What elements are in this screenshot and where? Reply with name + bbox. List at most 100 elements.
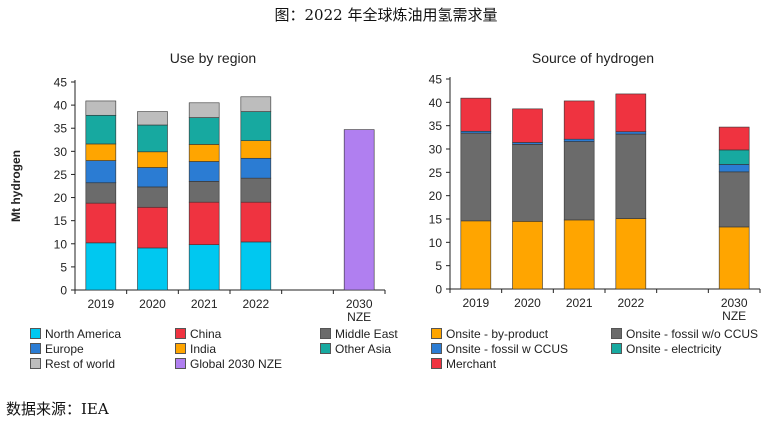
source-x-tick-label-line: 2030 <box>721 296 748 310</box>
region-bar-2021-rest-of-world <box>188 102 220 118</box>
region-y-tick-label: 15 <box>54 214 68 228</box>
source-legend-item-onsite-electricity: Onsite - electricity <box>611 342 721 356</box>
region-bar-2022-other-asia <box>240 111 272 142</box>
source-legend-swatch <box>431 328 442 339</box>
source-y-tick-label: 40 <box>429 96 443 110</box>
source-bar-2030-nze-onsite-fossil-w-ccus <box>718 164 750 173</box>
region-bar-2020-india <box>137 151 168 168</box>
region-legend-swatch <box>320 343 331 354</box>
source-bar-2021-merchant <box>563 100 595 140</box>
region-legend-item-global-2030-nze: Global 2030 NZE <box>175 357 282 371</box>
region-bar-2022-north-america <box>240 241 272 291</box>
source-y-tick-label: 0 <box>435 283 442 297</box>
region-bar-2020-other-asia <box>137 124 168 153</box>
region-legend-swatch <box>30 358 41 369</box>
region-legend-item-india: India <box>175 342 216 356</box>
region-legend-swatch <box>175 328 186 339</box>
region-bar-2021-middle-east <box>188 181 220 203</box>
source-y-tick-label: 45 <box>429 73 443 87</box>
source-legend-label: Onsite - fossil w/o CCUS <box>626 327 759 341</box>
region-bar-2022-europe <box>240 157 272 179</box>
region-legend-label: Rest of world <box>45 357 116 371</box>
source-y-tick-label: 35 <box>429 119 443 133</box>
source-bar-2020-onsite-fossil-w-o-ccus <box>512 144 543 222</box>
source-chart-title: Source of hydrogen <box>532 50 654 66</box>
source-legend-label: Onsite - electricity <box>626 342 722 356</box>
region-y-tick-label: 45 <box>54 76 68 90</box>
source-bar-2021-onsite-fossil-w-o-ccus <box>563 141 595 221</box>
region-legend-label: Other Asia <box>335 342 392 356</box>
source-legend-swatch <box>431 358 442 369</box>
region-bar-2021-china <box>188 201 220 246</box>
region-bar-2020-north-america <box>137 247 168 291</box>
region-y-tick-label: 10 <box>54 237 68 251</box>
region-bar-2022-china <box>240 201 272 243</box>
source-legend-swatch <box>611 343 622 354</box>
source-legend-item-onsite-fossil-w-o-ccus: Onsite - fossil w/o CCUS <box>611 327 758 341</box>
charts-canvas: Use by region Mt hydrogen 0 5 10 15 20 25 30 35 40… <box>9 50 761 324</box>
region-bar-2022-india <box>240 140 272 159</box>
region-legend-label: Middle East <box>335 327 398 341</box>
region-y-tick-label: 25 <box>54 168 68 182</box>
source-bar-2021-onsite-fossil-w-ccus <box>563 138 595 142</box>
region-legend-item-rest-of-world: Rest of world <box>30 357 115 371</box>
source-x-tick-label: 2020 <box>514 296 541 310</box>
source-bar-2019-onsite-by-product <box>460 220 492 290</box>
region-legend-item-other-asia: Other Asia <box>320 342 391 356</box>
region-bar-2020-rest-of-world <box>137 111 168 126</box>
region-x-tick-label-line: 2021 <box>191 297 218 311</box>
source-legend-label: Onsite - fossil w CCUS <box>446 342 569 356</box>
figure-title: 图：2022 年全球炼油用氢需求量 <box>274 6 498 24</box>
source-bar-2019-merchant <box>460 97 492 132</box>
region-x-tick-label: 2020 <box>139 297 166 311</box>
region-x-tick-label: 2019 <box>87 297 114 311</box>
region-legend-swatch <box>30 328 41 339</box>
region-legend-swatch <box>30 343 41 354</box>
source-x-tick-label: 2022 <box>617 296 644 310</box>
region-legend-label: Global 2030 NZE <box>190 357 283 371</box>
source-bar-2030-nze-onsite-fossil-w-o-ccus <box>718 171 750 228</box>
region-y-tick-label: 30 <box>54 145 68 159</box>
source-x-tick-label: 2030 NZE <box>721 296 748 323</box>
source-y-tick-label: 5 <box>435 259 442 273</box>
source-y-tick-label: 25 <box>429 166 443 180</box>
region-bar-2030-nze-global-2030-nze <box>343 129 375 291</box>
source-bar-2019-onsite-fossil-w-o-ccus <box>460 132 492 222</box>
region-legend-item-north-america: North America <box>30 327 121 341</box>
region-bar-2019-other-asia <box>85 114 117 145</box>
region-y-tick-label: 20 <box>54 191 68 205</box>
source-y-tick-label: 20 <box>429 189 443 203</box>
source-bar-2020-merchant <box>512 108 543 143</box>
source-legend-swatch <box>611 328 622 339</box>
source-y-tick-label: 30 <box>429 143 443 157</box>
region-legend-swatch <box>320 328 331 339</box>
region-bar-2019-north-america <box>85 242 117 291</box>
region-bar-2019-china <box>85 202 117 244</box>
source-legend-item-onsite-by-product: Onsite - by-product <box>431 327 548 341</box>
region-bar-2021-europe <box>188 161 220 182</box>
source-x-tick-label-line: 2022 <box>617 296 644 310</box>
source-bar-2022-onsite-fossil-w-ccus <box>615 131 647 135</box>
region-x-tick-label-line: NZE <box>347 310 371 324</box>
source-x-tick-label-line: NZE <box>722 309 746 323</box>
source-bar-2022-onsite-fossil-w-o-ccus <box>615 133 647 219</box>
region-legend-item-europe: Europe <box>30 342 84 356</box>
source-bar-2030-nze-onsite-by-product <box>718 226 750 290</box>
region-bar-2019-europe <box>85 160 117 184</box>
source-bar-2030-nze-merchant <box>718 126 750 151</box>
source-x-tick-label-line: 2020 <box>514 296 541 310</box>
source-legend-swatch <box>431 343 442 354</box>
region-legend-item-china: China <box>175 327 221 341</box>
source-y-tick-label: 15 <box>429 213 443 227</box>
region-bar-2022-rest-of-world <box>240 96 272 112</box>
region-x-tick-label-line: 2030 <box>346 297 373 311</box>
region-y-tick-label: 40 <box>54 99 68 113</box>
source-bar-2021-onsite-by-product <box>563 219 595 290</box>
region-bar-2019-india <box>85 143 117 161</box>
region-y-axis-label: Mt hydrogen <box>9 150 23 222</box>
region-legend-label: China <box>190 327 222 341</box>
region-bar-2020-middle-east <box>137 186 168 208</box>
source-bar-2022-onsite-by-product <box>615 218 647 290</box>
region-legend-label: India <box>190 342 217 356</box>
region-bar-2021-north-america <box>188 244 220 291</box>
